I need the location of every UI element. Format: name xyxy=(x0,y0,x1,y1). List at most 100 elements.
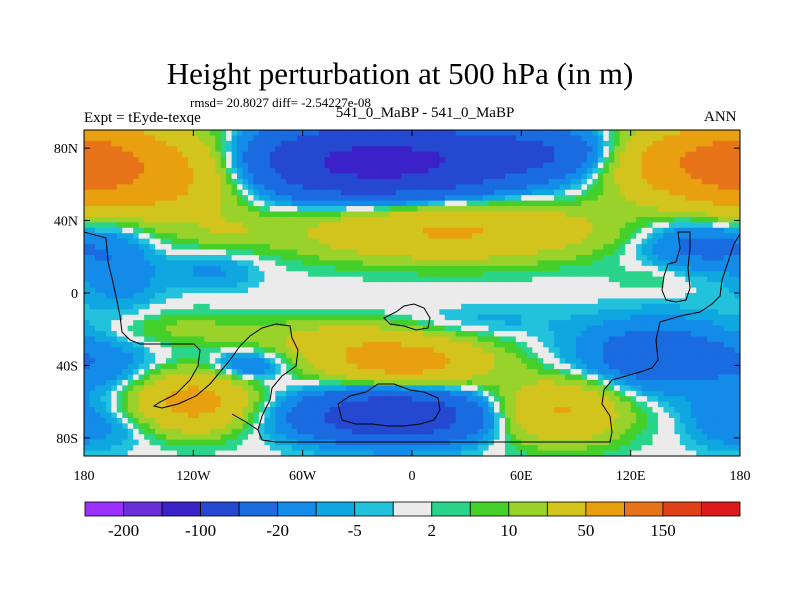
heatmap-cell xyxy=(280,151,287,158)
heatmap-cell xyxy=(521,347,528,354)
heatmap-cell xyxy=(712,211,719,218)
heatmap-cell xyxy=(171,227,178,234)
heatmap-cell xyxy=(439,244,446,251)
heatmap-cell xyxy=(422,293,429,300)
heatmap-cell xyxy=(554,222,561,229)
heatmap-cell xyxy=(433,282,440,289)
heatmap-cell xyxy=(133,130,140,137)
heatmap-cell xyxy=(193,260,200,267)
heatmap-cell xyxy=(302,271,309,278)
heatmap-cell xyxy=(390,282,397,289)
heatmap-cell xyxy=(242,314,249,321)
heatmap-cell xyxy=(658,130,665,137)
heatmap-cell xyxy=(537,130,544,137)
heatmap-cell xyxy=(149,249,156,256)
heatmap-cell xyxy=(647,325,654,332)
heatmap-cell xyxy=(351,249,358,256)
heatmap-cell xyxy=(625,325,632,332)
heatmap-cell xyxy=(144,352,151,359)
heatmap-cell xyxy=(155,265,162,272)
heatmap-cell xyxy=(630,287,637,294)
heatmap-cell xyxy=(614,222,621,229)
heatmap-cell xyxy=(592,260,599,267)
heatmap-cell xyxy=(155,325,162,332)
heatmap-cell xyxy=(94,227,101,234)
heatmap-cell xyxy=(729,189,736,196)
heatmap-cell xyxy=(269,320,276,327)
heatmap-cell xyxy=(554,244,561,251)
heatmap-cell xyxy=(187,331,194,338)
heatmap-cell xyxy=(685,244,692,251)
heatmap-cell xyxy=(340,293,347,300)
heatmap-cell xyxy=(368,195,375,202)
heatmap-cell xyxy=(537,336,544,343)
heatmap-cell xyxy=(100,298,107,305)
heatmap-cell xyxy=(608,320,615,327)
heatmap-cell xyxy=(176,195,183,202)
heatmap-cell xyxy=(422,276,429,283)
heatmap-cell xyxy=(193,287,200,294)
heatmap-cell xyxy=(368,282,375,289)
heatmap-cell xyxy=(450,271,457,278)
heatmap-cell xyxy=(652,341,659,348)
heatmap-cell xyxy=(204,162,211,169)
heatmap-cell xyxy=(625,222,632,229)
heatmap-cell xyxy=(450,151,457,158)
heatmap-cell xyxy=(357,336,364,343)
heatmap-cell xyxy=(597,140,604,147)
heatmap-cell xyxy=(308,331,315,338)
heatmap-cell xyxy=(258,309,265,316)
heatmap-cell xyxy=(510,173,517,180)
heatmap-cell xyxy=(647,222,654,229)
heatmap-cell xyxy=(198,282,205,289)
heatmap-cell xyxy=(570,211,577,218)
heatmap-cell xyxy=(723,249,730,256)
heatmap-cell xyxy=(105,282,112,289)
heatmap-cell xyxy=(504,168,511,175)
heatmap-cell xyxy=(264,222,271,229)
heatmap-cell xyxy=(472,216,479,223)
heatmap-cell xyxy=(351,254,358,261)
heatmap-cell xyxy=(330,173,337,180)
heatmap-cell xyxy=(111,227,118,234)
heatmap-cell xyxy=(619,135,626,142)
heatmap-cell xyxy=(198,151,205,158)
heatmap-cell xyxy=(548,265,555,272)
heatmap-cell xyxy=(674,287,681,294)
heatmap-cell xyxy=(176,146,183,153)
heatmap-cell xyxy=(368,151,375,158)
heatmap-cell xyxy=(297,282,304,289)
heatmap-cell xyxy=(297,222,304,229)
heatmap-cell xyxy=(428,282,435,289)
heatmap-cell xyxy=(122,260,129,267)
heatmap-cell xyxy=(652,309,659,316)
heatmap-cell xyxy=(636,195,643,202)
heatmap-cell xyxy=(559,293,566,300)
heatmap-cell xyxy=(734,135,740,142)
heatmap-cell xyxy=(308,135,315,142)
heatmap-cell xyxy=(286,178,293,185)
heatmap-cell xyxy=(286,325,293,332)
heatmap-cell xyxy=(226,184,233,191)
heatmap-cell xyxy=(439,227,446,234)
heatmap-cell xyxy=(483,293,490,300)
heatmap-cell xyxy=(384,146,391,153)
heatmap-cell xyxy=(198,341,205,348)
heatmap-cell xyxy=(647,276,654,283)
heatmap-cell xyxy=(685,178,692,185)
heatmap-cell xyxy=(390,352,397,359)
heatmap-cell xyxy=(286,336,293,343)
heatmap-cell xyxy=(515,157,522,164)
heatmap-cell xyxy=(384,178,391,185)
heatmap-cell xyxy=(100,162,107,169)
heatmap-cell xyxy=(155,184,162,191)
heatmap-cell xyxy=(100,130,107,137)
heatmap-cell xyxy=(160,206,167,213)
heatmap-cell xyxy=(718,184,725,191)
heatmap-cell xyxy=(237,276,244,283)
heatmap-cell xyxy=(570,341,577,348)
heatmap-cell xyxy=(379,249,386,256)
heatmap-cell xyxy=(603,341,610,348)
heatmap-cell xyxy=(433,249,440,256)
heatmap-cell xyxy=(444,206,451,213)
